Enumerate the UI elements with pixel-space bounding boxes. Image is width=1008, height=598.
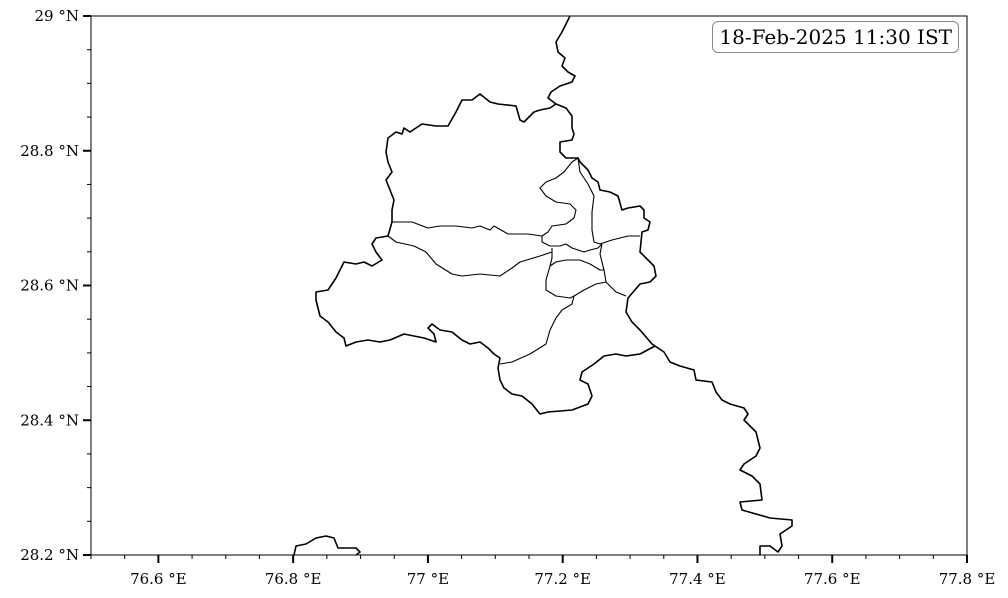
x-tick-label: 77 °E xyxy=(407,570,449,588)
district-line xyxy=(549,243,605,271)
y-tick-label: 28.8 °N xyxy=(20,142,79,160)
x-tick-label: 76.8 °E xyxy=(265,570,322,588)
x-tick-label: 77.2 °E xyxy=(534,570,591,588)
district-line xyxy=(392,221,543,237)
river-boundary xyxy=(654,345,793,555)
axis-ticks: 76.6 °E 76.8 °E 77 °E 77.2 °E 77.4 °E 77.6 °E… xyxy=(20,7,995,588)
y-tick-label: 28.4 °N xyxy=(20,411,79,429)
district-boundaries xyxy=(293,15,793,556)
district-line xyxy=(387,235,553,277)
x-tick-label: 77.8 °E xyxy=(939,570,996,588)
district-line xyxy=(545,265,607,299)
timestamp-label: 18-Feb-2025 11:30 IST xyxy=(712,21,959,53)
y-tick-label: 29 °N xyxy=(35,7,79,25)
x-tick-label: 77.6 °E xyxy=(804,570,861,588)
plot-frame xyxy=(90,15,968,556)
outer-boundary-fragment xyxy=(293,535,361,556)
district-line xyxy=(605,281,627,297)
district-line xyxy=(499,295,575,365)
x-tick-label: 76.6 °E xyxy=(130,570,187,588)
district-line xyxy=(539,157,603,253)
district-line xyxy=(577,157,640,245)
x-tick-label: 77.4 °E xyxy=(669,570,726,588)
y-tick-label: 28.6 °N xyxy=(20,277,79,295)
outer-boundary xyxy=(315,15,657,415)
y-tick-label: 28.2 °N xyxy=(20,546,79,564)
